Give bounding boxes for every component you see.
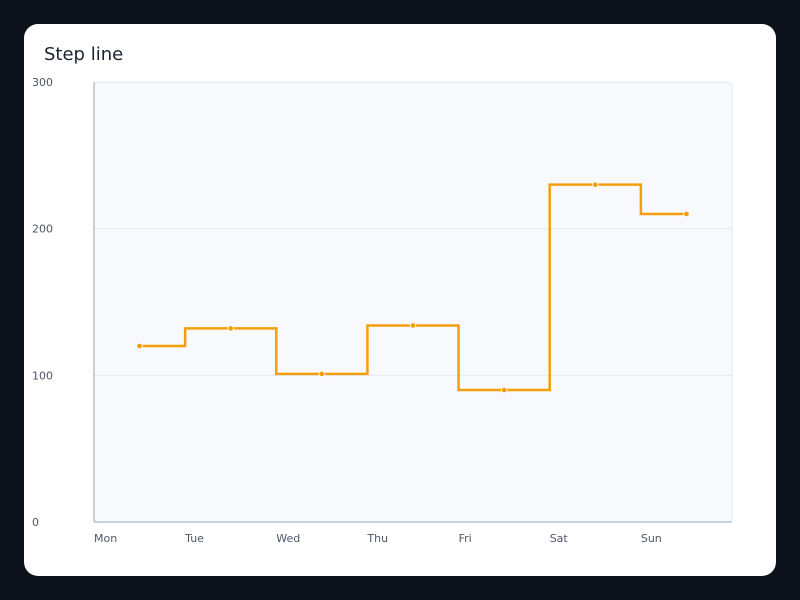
x-tick-label: Tue <box>184 532 204 545</box>
y-tick-label: 300 <box>32 76 53 89</box>
x-tick-label: Sun <box>641 532 662 545</box>
x-tick-label: Mon <box>94 532 117 545</box>
y-tick-label: 100 <box>32 369 53 382</box>
data-point-fri <box>500 386 508 394</box>
x-tick-label: Thu <box>366 532 388 545</box>
data-point-sat <box>592 181 599 188</box>
y-tick-label: 0 <box>32 516 39 529</box>
x-tick-label: Fri <box>459 532 472 545</box>
data-point-tue <box>227 325 234 332</box>
y-tick-label: 200 <box>32 223 53 236</box>
x-tick-label: Wed <box>276 532 300 545</box>
chart-title: Step line <box>44 44 124 65</box>
data-point-thu <box>409 322 417 329</box>
data-point-wed <box>318 370 326 378</box>
step-line-chart: 0 100 200 300 Mon Tue Wed Thu Fri Sat Sun <box>32 76 733 545</box>
data-point-sun <box>683 210 690 218</box>
data-point-mon <box>136 342 143 350</box>
chart-card: Step line 0 100 200 300 Mon Tue Wed Thu Fri Sat Su… <box>24 24 776 576</box>
x-tick-label: Sat <box>550 532 569 545</box>
plot-area <box>93 81 733 523</box>
